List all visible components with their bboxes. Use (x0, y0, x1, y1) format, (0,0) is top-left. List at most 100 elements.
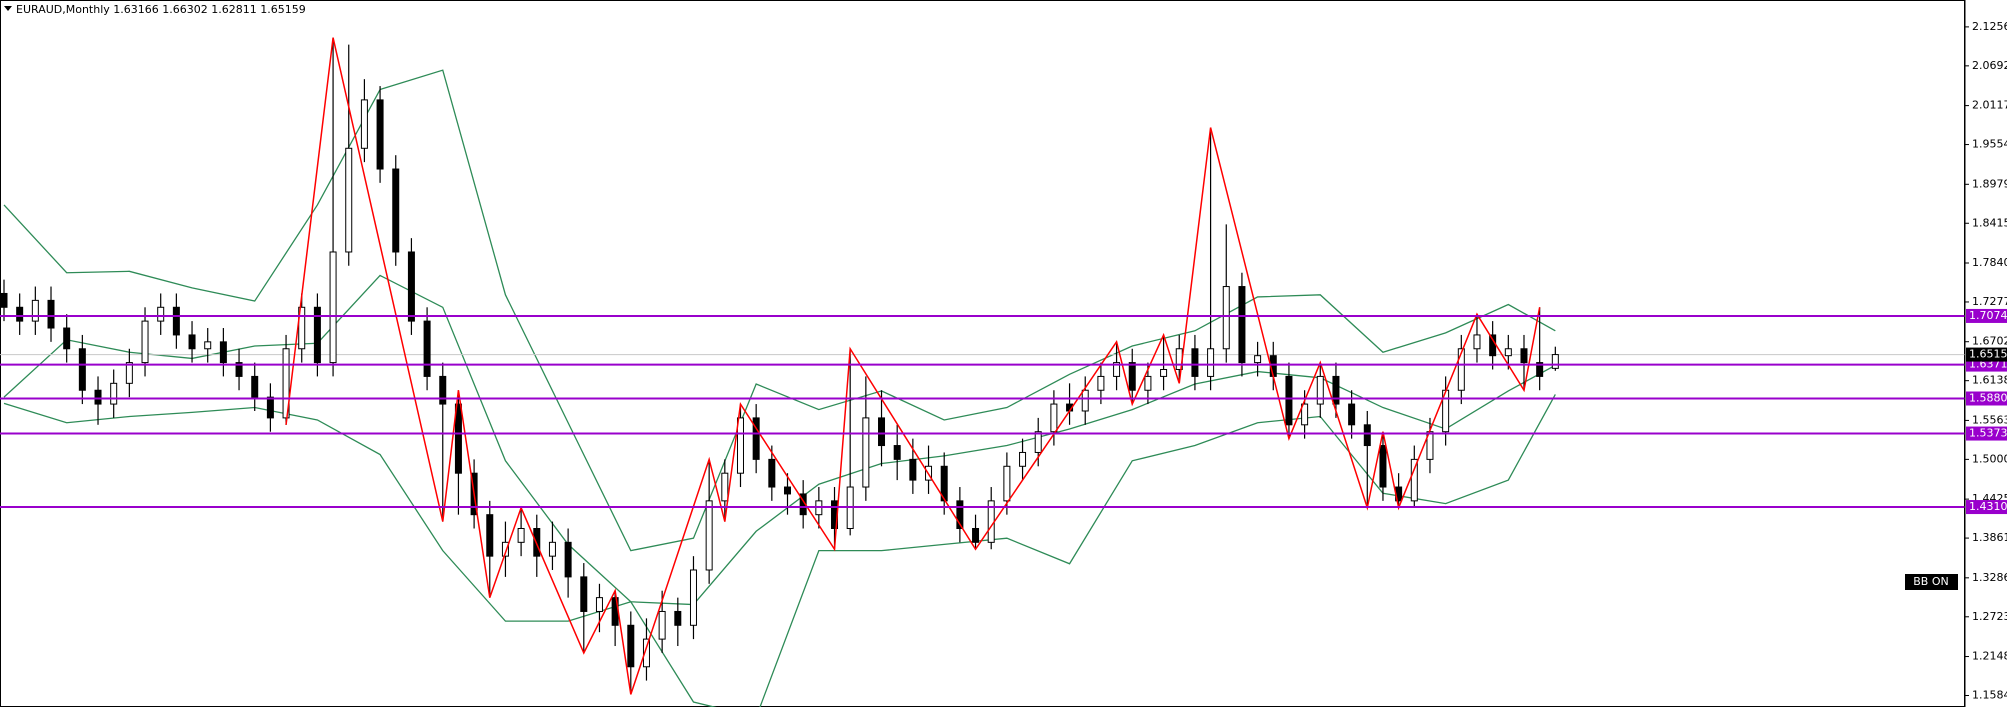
candle-body (125, 362, 133, 384)
candle-body (1081, 389, 1089, 412)
candle-body (642, 638, 650, 668)
bb-button-label[interactable]: BB ON (1913, 575, 1948, 588)
y-tick-label: 1.32865 (1972, 571, 2007, 584)
candle-body (705, 500, 713, 571)
candle-body (768, 458, 776, 488)
candle-body (564, 541, 572, 578)
bollinger-lower (3, 394, 1556, 707)
candle-body (0, 292, 8, 308)
candle-body (439, 375, 447, 405)
level-label: 1.70747 (1969, 309, 2007, 322)
candle-body (878, 417, 886, 447)
candle-body (63, 327, 71, 350)
current-price-label: 1.65159 (1969, 348, 2007, 361)
y-tick-label: 1.61385 (1972, 374, 2007, 387)
candle-body (1254, 355, 1262, 364)
candle-body (423, 320, 431, 377)
candle-body (31, 299, 39, 322)
candle-body (1160, 369, 1168, 377)
y-tick-label: 1.78405 (1972, 256, 2007, 269)
candle-body (752, 417, 760, 460)
candle-body (1520, 348, 1528, 364)
candle-body (1473, 334, 1481, 350)
candle-body (721, 472, 729, 502)
candle-body (251, 375, 259, 398)
candle-body (862, 417, 870, 488)
y-tick-label: 2.06925 (1972, 59, 2007, 72)
candle-body (893, 445, 901, 460)
y-tick-label: 1.67020 (1972, 335, 2007, 348)
candle-body (141, 320, 149, 364)
candle-body (1191, 348, 1199, 377)
level-label: 1.58806 (1969, 391, 2007, 404)
candle-body (580, 576, 588, 612)
candle-body (360, 99, 368, 149)
candle-body (1301, 403, 1309, 426)
y-tick-label: 1.55635 (1972, 413, 2007, 426)
candle-body (313, 306, 321, 364)
candle-body (595, 597, 603, 612)
candle-body (956, 500, 964, 530)
candle-body (1379, 445, 1387, 488)
candle-body (235, 362, 243, 377)
candle-body (1363, 424, 1371, 447)
price-axis: 2.12560 2.06925 2.01175 1.95540 1.89790 1.841… (1964, 0, 2007, 707)
candle-body (219, 341, 227, 364)
candle-body (1034, 431, 1042, 453)
candle-body (78, 348, 86, 391)
y-tick-label: 1.27230 (1972, 610, 2007, 623)
candle-body (298, 306, 306, 350)
candle-body (16, 306, 24, 322)
level-label: 1.53735 (1969, 427, 2007, 440)
candle-body (376, 99, 384, 170)
candle-body (454, 403, 462, 474)
level-label-box (1966, 500, 2007, 515)
current-price-box (1966, 347, 2007, 362)
candle-body (1536, 362, 1544, 377)
candle-body (689, 569, 697, 626)
menu-arrow[interactable] (4, 6, 12, 11)
candle-body (110, 382, 118, 405)
candle-body (548, 541, 556, 557)
candle-body (329, 251, 337, 364)
candle-body (1551, 354, 1559, 369)
y-tick-label: 2.12560 (1972, 20, 2007, 33)
y-tick-label: 1.21480 (1972, 650, 2007, 663)
candle-body (1144, 375, 1152, 391)
y-tick-label: 1.72770 (1972, 295, 2007, 308)
candle-body (157, 306, 165, 322)
level-label: 1.43103 (1969, 500, 2007, 513)
level-label-box (1966, 308, 2007, 323)
candle-body (517, 528, 525, 543)
candle-body (909, 458, 917, 481)
candle-body (282, 348, 290, 419)
candle-body (1489, 334, 1497, 357)
candle-body (407, 251, 415, 322)
y-tick-label: 1.50000 (1972, 452, 2007, 465)
candle-body (1128, 362, 1136, 391)
candle-body (1222, 286, 1230, 350)
candle-body (1019, 451, 1027, 467)
candle-body (1113, 362, 1121, 377)
level-label-box (1966, 426, 2007, 441)
bb-button[interactable] (1905, 574, 1958, 590)
candle-body (345, 147, 353, 253)
y-tick-label: 1.38615 (1972, 531, 2007, 544)
candle-body (1097, 375, 1105, 391)
candle-body (1410, 458, 1418, 502)
candle-body (658, 610, 666, 640)
candle-body (736, 417, 744, 474)
candle-body (486, 514, 494, 557)
y-tick-label: 1.95540 (1972, 138, 2007, 151)
level-label-box (1966, 391, 2007, 406)
candle-body (1504, 348, 1512, 357)
y-tick-label: 1.84155 (1972, 216, 2007, 229)
candle-body (1316, 375, 1324, 405)
candle-body (1207, 348, 1215, 377)
candle-body (972, 528, 980, 543)
candle-body (501, 541, 509, 557)
y-tick-label: 2.01175 (1972, 99, 2007, 112)
candle-body (784, 486, 791, 495)
